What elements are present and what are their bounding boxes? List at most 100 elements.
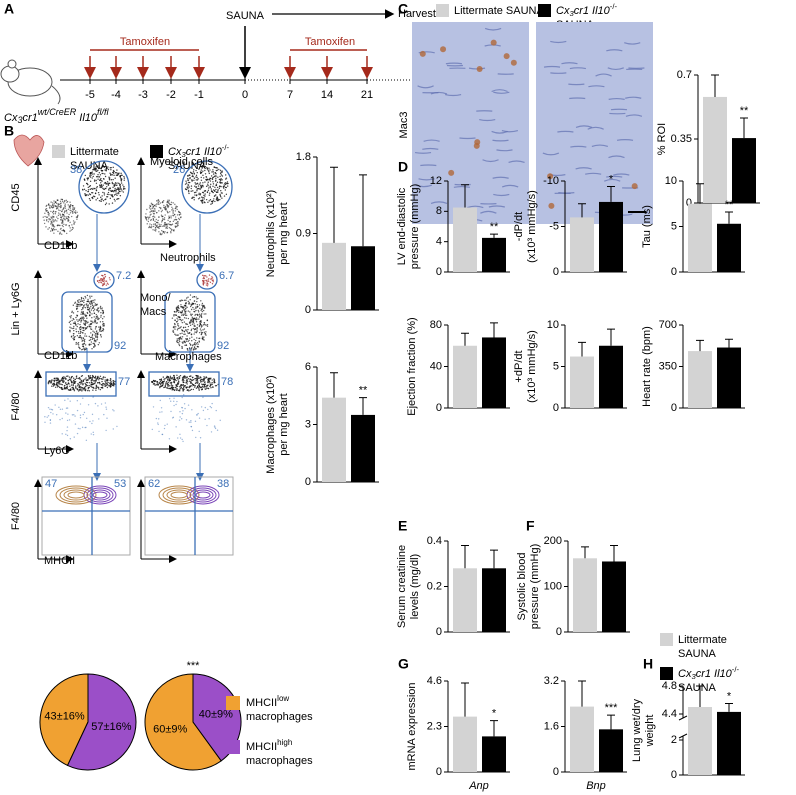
event-dot	[147, 220, 150, 223]
event-dot	[74, 221, 76, 223]
panel-letter: C	[398, 1, 408, 17]
event-dot	[90, 188, 93, 190]
event-dot	[146, 219, 148, 221]
event-dot	[182, 381, 185, 384]
event-dot	[193, 300, 196, 302]
event-dot	[104, 380, 106, 383]
tissue-fiber	[417, 85, 434, 89]
event-dot	[190, 333, 193, 335]
event-dot	[150, 224, 153, 226]
event-dot	[82, 413, 84, 416]
genotype-part: 3	[691, 672, 696, 681]
event-dot	[51, 207, 54, 209]
legend-label: high	[277, 738, 292, 747]
event-dot	[78, 384, 80, 387]
y-tick-label: 4.4	[662, 708, 677, 720]
event-dot	[170, 385, 173, 387]
event-dot	[196, 324, 199, 326]
event-dot	[204, 275, 206, 277]
event-dot	[200, 314, 202, 316]
event-dot	[164, 231, 166, 233]
event-dot	[194, 194, 196, 196]
event-dot	[61, 224, 64, 227]
event-dot	[77, 214, 79, 217]
event-dot	[195, 321, 198, 323]
event-dot	[95, 389, 97, 391]
event-dot	[84, 388, 87, 390]
event-dot	[182, 389, 184, 392]
genotype-label: Cx3cr1wt/CreER Il10fl/fl	[4, 107, 110, 125]
stained-cell	[440, 46, 447, 53]
event-dot	[112, 380, 115, 382]
event-dot	[179, 300, 181, 302]
event-dot	[154, 230, 157, 232]
event-dot	[78, 336, 80, 339]
event-dot	[72, 383, 74, 385]
event-dot	[194, 382, 197, 385]
event-dot	[117, 188, 120, 190]
event-dot	[107, 381, 109, 384]
event-dot	[207, 201, 209, 204]
event-dot	[179, 416, 181, 418]
event-dot	[53, 200, 55, 202]
event-dot	[170, 230, 172, 233]
event-dot	[73, 327, 75, 329]
event-dot	[204, 323, 206, 326]
event-dot	[192, 321, 195, 323]
event-dot	[56, 386, 59, 388]
event-dot	[191, 172, 193, 175]
event-dot	[173, 325, 175, 328]
event-dot	[73, 389, 76, 392]
y-axis-label: (x10³ mmHg/s)	[526, 190, 538, 263]
stained-cell	[631, 183, 638, 190]
event-dot	[62, 225, 64, 228]
event-dot	[186, 378, 188, 381]
event-dot	[94, 322, 96, 324]
event-dot	[208, 274, 211, 276]
event-dot	[176, 400, 178, 403]
event-dot	[89, 314, 91, 316]
event-dot	[49, 382, 51, 384]
event-dot	[172, 211, 174, 213]
event-dot	[83, 340, 86, 343]
event-dot	[55, 211, 57, 213]
event-dot	[80, 326, 82, 328]
event-dot	[176, 334, 179, 336]
event-dot	[50, 216, 52, 218]
event-dot	[103, 182, 106, 184]
contour	[158, 485, 200, 505]
event-dot	[73, 322, 76, 325]
event-dot	[215, 198, 218, 201]
genotype-part: Cx	[678, 668, 692, 680]
event-dot	[173, 378, 176, 380]
event-dot	[175, 219, 177, 221]
event-dot	[219, 178, 222, 181]
event-dot	[188, 192, 190, 195]
event-dot	[217, 176, 219, 178]
stained-cell	[503, 53, 510, 60]
event-dot	[70, 210, 72, 212]
event-dot	[79, 335, 81, 337]
event-dot	[202, 337, 204, 339]
bar	[570, 356, 594, 408]
event-dot	[163, 218, 166, 221]
event-dot	[79, 389, 81, 391]
event-dot	[95, 317, 97, 320]
event-dot	[202, 174, 204, 177]
event-dot	[97, 382, 99, 384]
event-dot	[167, 206, 169, 209]
event-dot	[99, 307, 102, 309]
event-dot	[66, 434, 69, 437]
y-tick-label: 12	[430, 175, 442, 187]
event-dot	[193, 196, 195, 199]
event-dot	[102, 377, 104, 379]
event-dot	[177, 305, 180, 307]
plot-frame	[144, 476, 234, 556]
event-dot	[97, 405, 99, 407]
event-dot	[81, 343, 84, 345]
event-dot	[59, 231, 61, 234]
event-dot	[66, 212, 68, 214]
event-dot	[67, 398, 69, 400]
event-dot	[84, 320, 87, 322]
event-dot	[199, 437, 202, 439]
